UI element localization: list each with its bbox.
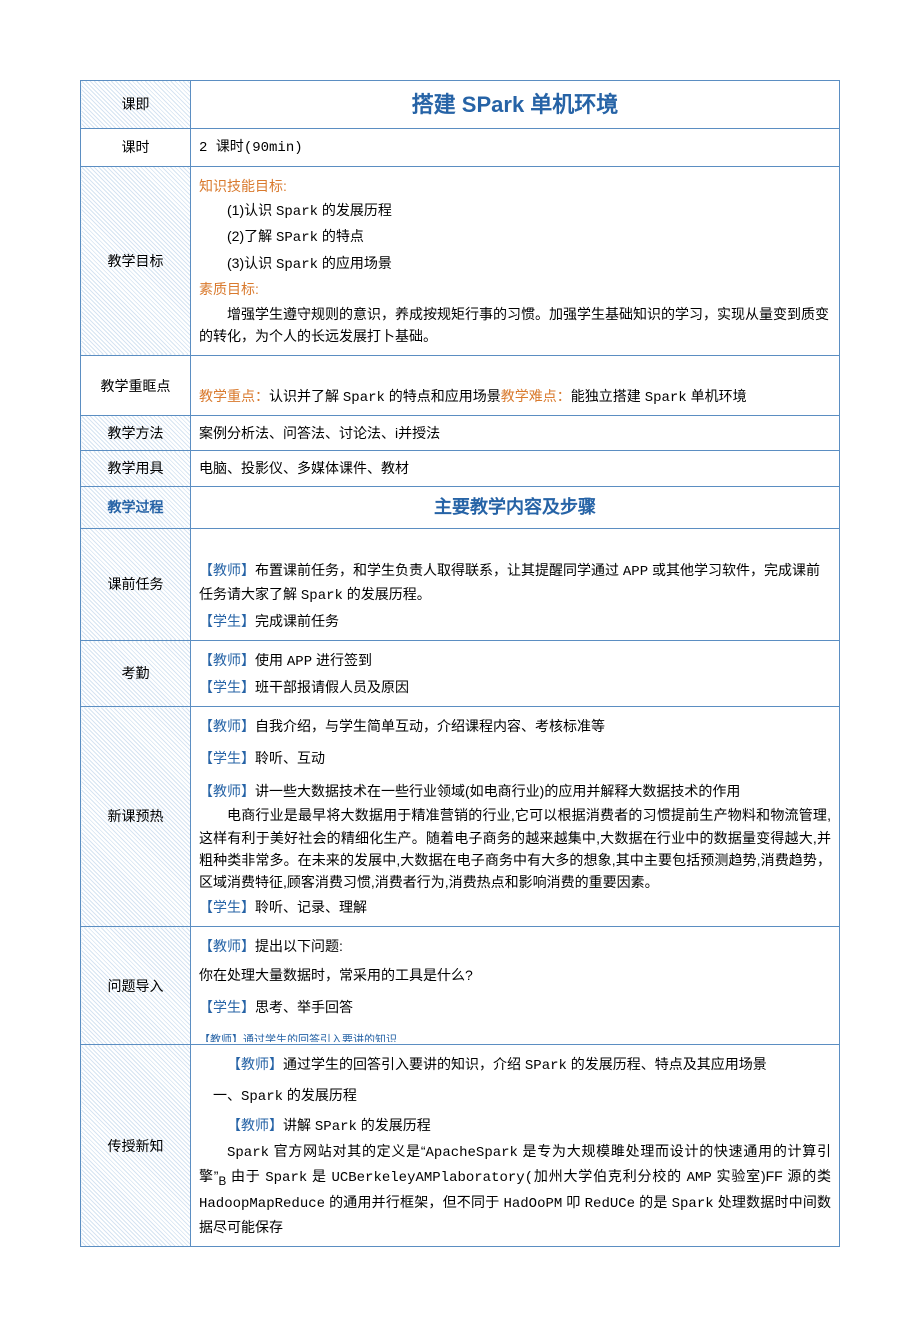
attendance-teacher: 【教师】使用 APP 进行签到 [199, 649, 831, 673]
hours-text: 课时 [216, 138, 244, 154]
question-content: 【教师】提出以下问题: 你在处理大量数据时，常采用的工具是什么? 【学生】思考、… [191, 927, 840, 1045]
hours-value: 2 课时(90min) [191, 129, 840, 166]
warmup-t2: 【教师】讲一些大数据技术在一些行业领域(如电商行业)的应用并解释大数据技术的作用 [199, 780, 831, 802]
warmup-body: 电商行业是最早将大数据用于精准营销的行业,它可以根据消费者的习惯提前生产物料和物… [199, 804, 831, 894]
teach-body: Spark 官方网站对其的定义是“ApacheSpark 是专为大规模雎处理而设… [199, 1140, 831, 1238]
teach-row: 传授新知 【教师】通过学生的回答引入要讲的知识，介绍 SPark 的发展历程、特… [81, 1045, 840, 1247]
key-label: 教学重点： [199, 388, 269, 404]
attendance-row: 考勤 【教师】使用 APP 进行签到 【学生】班干部报请假人员及原因 [81, 641, 840, 707]
warmup-label: 新课预热 [81, 707, 191, 927]
method-value: 案例分析法、问答法、讨论法、i并授法 [191, 416, 840, 451]
hours-label: 课时 [81, 129, 191, 166]
warmup-t1: 【教师】自我介绍，与学生简单互动，介绍课程内容、考核标准等 [199, 715, 831, 737]
method-row: 教学方法 案例分析法、问答法、讨论法、i并授法 [81, 416, 840, 451]
question-teacher: 【教师】提出以下问题: [199, 935, 831, 957]
hours-row: 课时 2 课时(90min) [81, 129, 840, 166]
goal-k3: (3)认识 Spark 的应用场景 [199, 252, 831, 276]
hours-num: 2 [199, 140, 216, 156]
quality-body: 增强学生遵守规则的意识，养成按规矩行事的习惯。加强学生基础知识的学习，实现从量变… [199, 303, 831, 348]
question-q: 你在处理大量数据时，常采用的工具是什么? [199, 964, 831, 986]
method-label: 教学方法 [81, 416, 191, 451]
lesson-plan-table: 课即 搭建 SPark 单机环境 课时 2 课时(90min) 教学目标 知识技… [80, 80, 840, 1247]
question-row: 问题导入 【教师】提出以下问题: 你在处理大量数据时，常采用的工具是什么? 【学… [81, 927, 840, 1045]
attendance-student: 【学生】班干部报请假人员及原因 [199, 676, 831, 698]
lesson-label-cell: 课即 [81, 81, 191, 129]
goals-row: 教学目标 知识技能目标: (1)认识 Spark 的发展历程 (2)了解 SPa… [81, 166, 840, 356]
focus-row: 教学重眶点 教学重点：认识并了解 Spark 的特点和应用场景教学难点：能独立搭… [81, 356, 840, 416]
question-cut: 【教师】通过学生的回答引入要讲的知识 [199, 1032, 831, 1042]
goals-label: 教学目标 [81, 166, 191, 356]
question-student: 【学生】思考、举手回答 [199, 996, 831, 1018]
diff-label: 教学难点： [501, 388, 571, 404]
pretask-teacher: 【教师】布置课前任务，和学生负责人取得联系，让其提醒同学通过 APP 或其他学习… [199, 559, 831, 608]
title-bold: SPark [462, 92, 524, 117]
teach-t1: 【教师】通过学生的回答引入要讲的知识，介绍 SPark 的发展历程、特点及其应用… [199, 1053, 831, 1077]
title-suffix: 单机环境 [524, 92, 618, 117]
attendance-label: 考勤 [81, 641, 191, 707]
teach-label: 传授新知 [81, 1045, 191, 1247]
attendance-content: 【教师】使用 APP 进行签到 【学生】班干部报请假人员及原因 [191, 641, 840, 707]
title-row: 课即 搭建 SPark 单机环境 [81, 81, 840, 129]
title-prefix: 搭建 [412, 92, 462, 117]
tools-value: 电脑、投影仪、多媒体课件、教材 [191, 451, 840, 486]
quality-heading: 素质目标: [199, 278, 831, 300]
focus-label: 教学重眶点 [81, 356, 191, 416]
warmup-row: 新课预热 【教师】自我介绍，与学生简单互动，介绍课程内容、考核标准等 【学生】聆… [81, 707, 840, 927]
question-label: 问题导入 [81, 927, 191, 1045]
lesson-title-cell: 搭建 SPark 单机环境 [191, 81, 840, 129]
focus-content: 教学重点：认识并了解 Spark 的特点和应用场景教学难点：能独立搭建 Spar… [191, 356, 840, 416]
teach-h1: 一、Spark 的发展历程 [199, 1084, 831, 1108]
pretask-label: 课前任务 [81, 528, 191, 641]
tools-label: 教学用具 [81, 451, 191, 486]
process-header-left: 教学过程 [81, 486, 191, 528]
process-header-row: 教学过程 主要教学内容及步骤 [81, 486, 840, 528]
warmup-s1: 【学生】聆听、互动 [199, 747, 831, 769]
teach-t2: 【教师】讲解 SPark 的发展历程 [199, 1114, 831, 1138]
tools-row: 教学用具 电脑、投影仪、多媒体课件、教材 [81, 451, 840, 486]
process-header-right: 主要教学内容及步骤 [191, 486, 840, 528]
knowledge-heading: 知识技能目标: [199, 175, 831, 197]
teach-content: 【教师】通过学生的回答引入要讲的知识，介绍 SPark 的发展历程、特点及其应用… [191, 1045, 840, 1247]
warmup-s2: 【学生】聆听、记录、理解 [199, 896, 831, 918]
goal-k1: (1)认识 Spark 的发展历程 [199, 199, 831, 223]
goal-k2: (2)了解 SPark 的特点 [199, 225, 831, 249]
goals-content: 知识技能目标: (1)认识 Spark 的发展历程 (2)了解 SPark 的特… [191, 166, 840, 356]
warmup-content: 【教师】自我介绍，与学生简单互动，介绍课程内容、考核标准等 【学生】聆听、互动 … [191, 707, 840, 927]
pretask-student: 【学生】完成课前任务 [199, 610, 831, 632]
pretask-content: 【教师】布置课前任务，和学生负责人取得联系，让其提醒同学通过 APP 或其他学习… [191, 528, 840, 641]
pretask-row: 课前任务 【教师】布置课前任务，和学生负责人取得联系，让其提醒同学通过 APP … [81, 528, 840, 641]
hours-paren: (90min) [244, 140, 303, 156]
